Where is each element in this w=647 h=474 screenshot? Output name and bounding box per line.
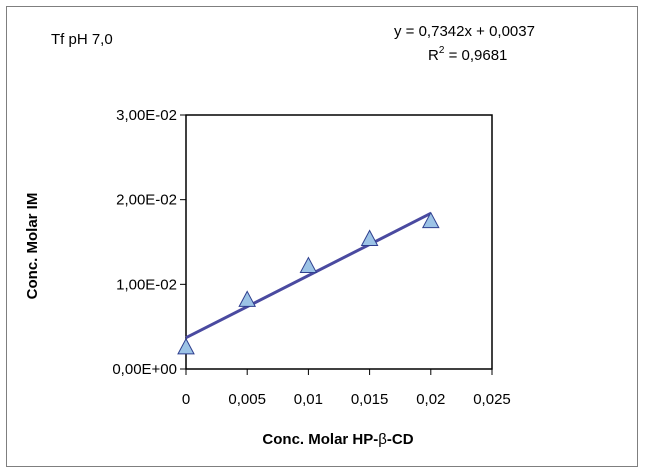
trendline — [185, 212, 432, 340]
data-point — [177, 337, 195, 355]
x-tick-label: 0 — [182, 391, 190, 408]
x-tick-label: 0,005 — [228, 391, 266, 408]
annotation-top-left: Tf pH 7,0 — [51, 31, 113, 48]
plot-box — [185, 114, 493, 370]
data-point — [238, 290, 257, 307]
r-squared-label: R2 = 0,9681 — [428, 45, 507, 64]
y-tick-label: 1,00E-02 — [116, 276, 177, 293]
y-axis-title: Conc. Molar IM — [24, 193, 41, 300]
y-tick-label: 3,00E-02 — [116, 107, 177, 124]
y-tick-label: 0,00E+00 — [112, 361, 177, 378]
x-tick-label: 0,01 — [294, 391, 323, 408]
data-point — [299, 256, 318, 274]
data-point — [360, 229, 379, 246]
plot-area: 0,00E+00 1,00E-02 2,00E-02 3,00E-02 0 0,005 0,… — [112, 107, 510, 408]
x-axis-title: Conc. Molar HP-β-CD — [262, 431, 413, 448]
x-tick-label: 0,025 — [473, 391, 511, 408]
y-tick-label: 2,00E-02 — [116, 192, 177, 209]
x-tick-label: 0,02 — [416, 391, 445, 408]
data-point — [421, 211, 440, 229]
x-tick-label: 0,015 — [351, 391, 389, 408]
trendline-equation: y = 0,7342x + 0,0037 — [394, 23, 535, 40]
